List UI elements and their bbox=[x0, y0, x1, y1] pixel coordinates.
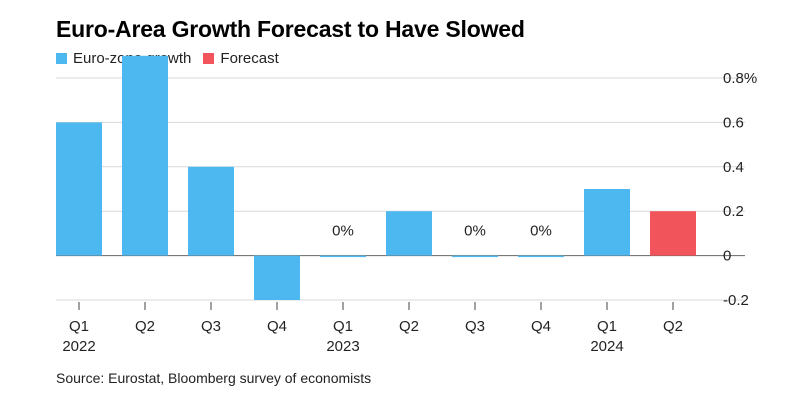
source-note: Source: Eurostat, Bloomberg survey of ec… bbox=[56, 370, 372, 386]
legend-swatch-forecast bbox=[203, 53, 215, 64]
y-tick-label: -0.2 bbox=[723, 292, 749, 309]
y-tick-label: 0.2 bbox=[723, 203, 744, 220]
bar bbox=[452, 255, 498, 258]
x-tick-label: Q2 bbox=[135, 318, 155, 335]
bar bbox=[320, 255, 366, 258]
bar bbox=[56, 122, 102, 256]
x-tick-label: Q3 bbox=[465, 318, 485, 335]
data-label: 0% bbox=[464, 223, 486, 240]
y-tick-label: 0.4 bbox=[723, 159, 744, 176]
legend-swatch-growth bbox=[56, 53, 67, 64]
bar bbox=[386, 211, 432, 256]
chart-title: Euro-Area Growth Forecast to Have Slowed bbox=[56, 16, 525, 42]
y-tick-label: 0 bbox=[723, 248, 731, 265]
y-tick-label: 0.6 bbox=[723, 114, 744, 131]
x-year-label: 2024 bbox=[590, 338, 623, 355]
y-tick-label: 0.8% bbox=[723, 70, 757, 87]
x-year-label: 2023 bbox=[326, 338, 359, 355]
bar bbox=[122, 55, 168, 256]
x-tick-label: Q2 bbox=[663, 318, 683, 335]
data-label: 0% bbox=[530, 223, 552, 240]
bar bbox=[254, 255, 300, 300]
data-label: 0% bbox=[332, 223, 354, 240]
x-year-label: 2022 bbox=[62, 338, 95, 355]
bar bbox=[188, 166, 234, 256]
bar bbox=[518, 255, 564, 258]
x-tick-label: Q1 bbox=[597, 318, 617, 335]
bar bbox=[650, 211, 696, 256]
x-tick-label: Q4 bbox=[267, 318, 287, 335]
x-tick-label: Q3 bbox=[201, 318, 221, 335]
bar bbox=[584, 189, 630, 256]
legend-label-forecast: Forecast bbox=[220, 50, 279, 67]
legend-item-forecast: Forecast bbox=[203, 50, 279, 67]
x-tick-label: Q2 bbox=[399, 318, 419, 335]
x-tick-label: Q1 bbox=[333, 318, 353, 335]
x-tick-label: Q4 bbox=[531, 318, 551, 335]
x-tick-label: Q1 bbox=[69, 318, 89, 335]
